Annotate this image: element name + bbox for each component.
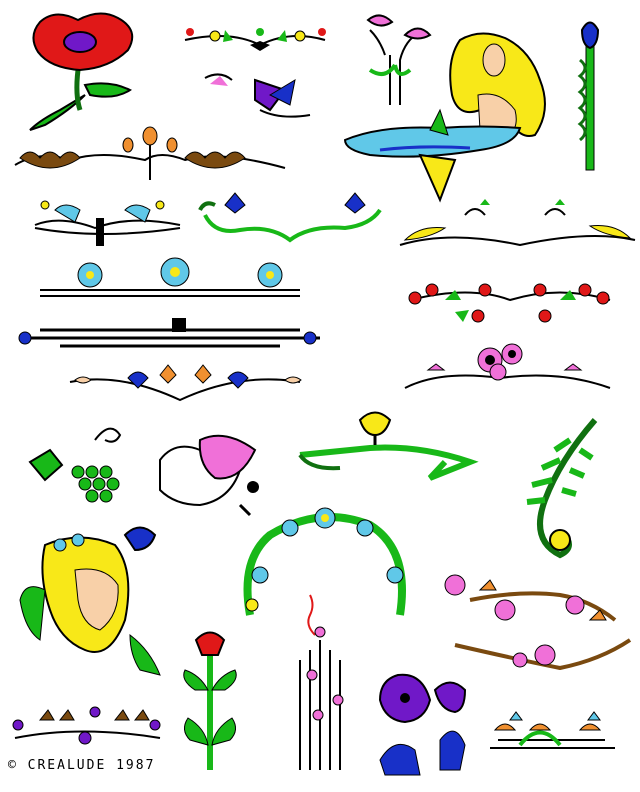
- lily-pond-border-icon: [490, 711, 615, 749]
- blue-thistle-icon: [577, 21, 600, 171]
- pink-rose-branch-icon: [444, 574, 632, 671]
- tulip-border-icon: [69, 364, 302, 402]
- red-thistle-icon: [183, 631, 237, 770]
- pink-tulip-ribbon-icon: [159, 434, 259, 517]
- fern-spiral-icon: [526, 418, 598, 559]
- purple-flower-ornament-icon: [204, 73, 311, 118]
- blue-flower-vine-icon: [198, 192, 382, 243]
- small-flower-border-icon: [184, 28, 326, 51]
- grape-cluster-icon: [28, 427, 122, 503]
- red-berry-border-icon: [408, 283, 611, 323]
- daisy-wreath-icon: [243, 507, 406, 616]
- poppy-flower-icon: [29, 12, 134, 131]
- purple-berry-border-icon: [12, 706, 161, 745]
- woman-face-icon: [19, 526, 161, 676]
- acorn-oak-border-icon: [14, 126, 286, 180]
- pink-poppy-arch-icon: [404, 343, 611, 389]
- copyright-label: © CREALUDE 1987: [8, 758, 156, 773]
- mermaid-icon: [343, 32, 546, 203]
- purple-morning-glory-icon: [378, 673, 467, 776]
- art-nouveau-scroll-icon: [399, 199, 636, 247]
- daisy-border-icon: [40, 257, 300, 297]
- wave-border-icon: [34, 200, 181, 246]
- pink-lily-icon: [366, 14, 432, 105]
- stylized-tree-icon: [299, 594, 344, 770]
- geometric-border-icon: [18, 318, 320, 348]
- yellow-lily-vine-icon: [298, 411, 479, 481]
